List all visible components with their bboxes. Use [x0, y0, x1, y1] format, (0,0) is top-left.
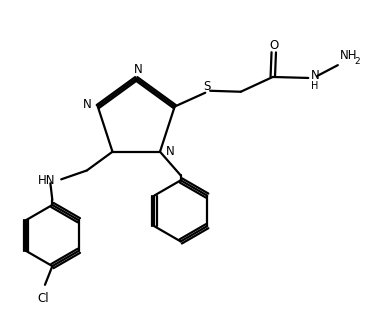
Text: N: N: [134, 63, 143, 76]
Text: N: N: [83, 98, 91, 110]
Text: O: O: [269, 39, 278, 52]
Text: Cl: Cl: [37, 292, 49, 305]
Text: 2: 2: [354, 57, 360, 66]
Text: H: H: [311, 81, 318, 91]
Text: N: N: [311, 69, 320, 82]
Text: N: N: [165, 145, 174, 158]
Text: NH: NH: [340, 49, 357, 62]
Text: S: S: [203, 80, 211, 93]
Text: HN: HN: [38, 174, 55, 187]
